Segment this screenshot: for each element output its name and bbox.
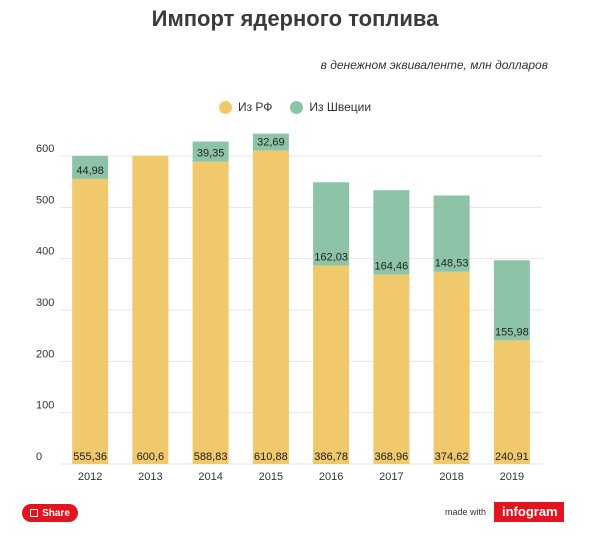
legend-swatch-sweden (290, 100, 304, 114)
data-label-sweden: 32,69 (257, 136, 285, 148)
data-label-rf: 240,91 (495, 451, 529, 463)
data-label-rf: 600,6 (137, 451, 165, 463)
infogram-logo-bg (494, 502, 564, 522)
legend-item-rf[interactable]: Из РФ (218, 100, 273, 114)
chart-title: Импорт ядерного топлива (151, 6, 439, 31)
share-button[interactable]: Share (22, 504, 78, 522)
legend-label-rf: Из РФ (237, 100, 273, 114)
x-tick-label: 2015 (259, 471, 283, 483)
made-with-text: made with (445, 507, 487, 517)
share-label: Share (42, 507, 70, 519)
bar-rf (313, 265, 350, 464)
bar-rf (433, 271, 470, 464)
y-tick-label: 200 (36, 348, 54, 360)
legend: Из РФ Из Швеции (0, 100, 590, 114)
bar-rf (252, 150, 289, 465)
data-label-sweden: 164,46 (375, 261, 409, 273)
bar-rf (192, 161, 229, 464)
data-label-rf: 588,83 (194, 451, 228, 463)
bar-rf (493, 340, 530, 464)
stacked-bar-chart: 0 100 200 300 400 500 600 44,98 555,36 2012 600,6 2… (36, 133, 542, 483)
data-label-rf: 386,78 (314, 451, 348, 463)
x-tick-label: 2014 (198, 471, 222, 483)
chart-subtitle: в денежном эквиваленте, млн долларов (320, 58, 548, 72)
y-tick-label: 500 (36, 194, 54, 206)
bar-sweden (313, 182, 350, 266)
bar-sweden (252, 133, 289, 151)
infogram-logo-text: infogram (502, 504, 558, 519)
y-tick-label: 0 (36, 451, 42, 463)
bar-sweden (493, 260, 530, 341)
x-tick-label: 2016 (319, 471, 343, 483)
y-tick-label: 400 (36, 246, 54, 258)
y-tick-label: 300 (36, 297, 54, 309)
data-label-rf: 610,88 (254, 451, 288, 463)
legend-swatch-rf (218, 100, 232, 114)
bar-sweden (72, 155, 109, 179)
y-tick-label: 600 (36, 143, 54, 155)
x-tick-label: 2017 (379, 471, 403, 483)
data-label-rf: 374,62 (435, 451, 469, 463)
data-label-sweden: 155,98 (495, 326, 529, 338)
legend-label-sweden: Из Швеции (309, 100, 372, 114)
y-tick-label: 100 (36, 400, 54, 412)
data-label-sweden: 148,53 (435, 258, 469, 270)
data-label-sweden: 44,98 (76, 165, 104, 177)
data-label-sweden: 39,35 (197, 148, 225, 160)
bar-rf (72, 178, 109, 464)
bar-rf (132, 155, 169, 464)
bar-sweden (373, 190, 410, 275)
x-tick-label: 2019 (500, 471, 524, 483)
share-icon (30, 509, 39, 517)
bar-rf (373, 274, 410, 464)
data-label-sweden: 162,03 (314, 251, 348, 263)
x-tick-label: 2018 (439, 471, 463, 483)
bar-sweden (433, 195, 470, 272)
x-tick-label: 2013 (138, 471, 162, 483)
data-label-rf: 368,96 (375, 451, 409, 463)
infogram-logo[interactable]: infogram (494, 502, 564, 522)
x-tick-label: 2012 (78, 471, 102, 483)
data-label-rf: 555,36 (73, 451, 107, 463)
bar-sweden (192, 141, 229, 162)
legend-item-sweden[interactable]: Из Швеции (290, 100, 371, 114)
